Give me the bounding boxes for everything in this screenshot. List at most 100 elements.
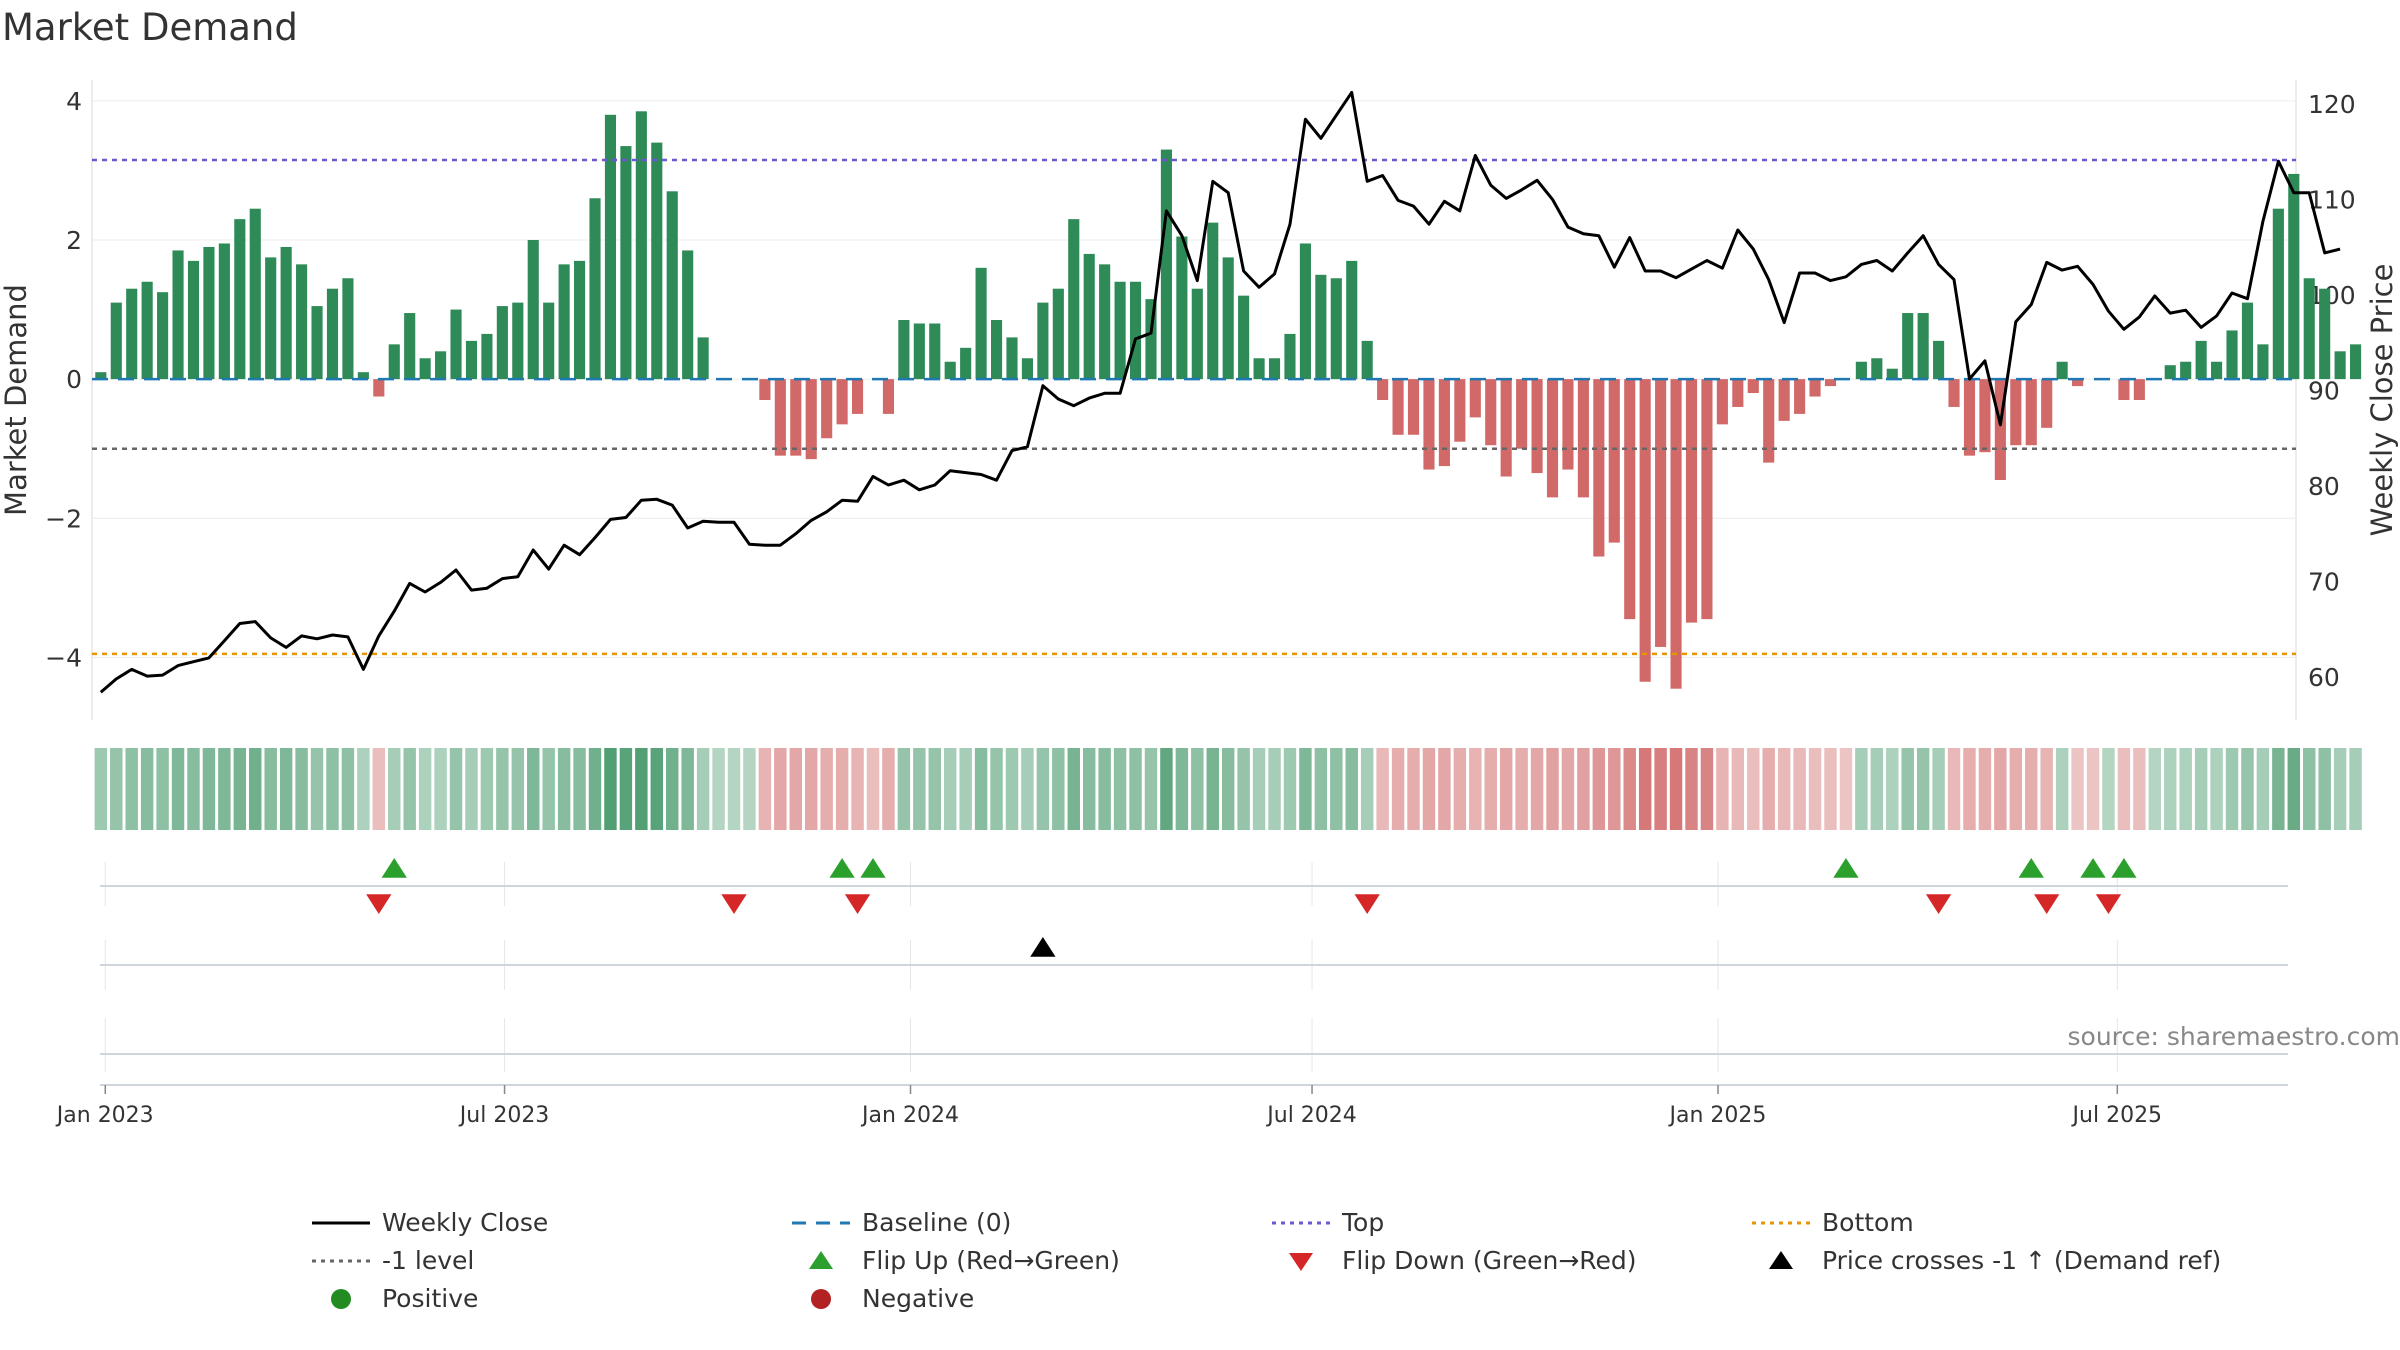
price-line	[99, 90, 2341, 694]
bar-positive	[697, 337, 709, 380]
heat-cell-positive	[434, 748, 447, 830]
heat-cell-negative	[851, 748, 864, 830]
y2-tick-label: 90	[2308, 376, 2340, 405]
heat-cell-negative	[372, 748, 386, 830]
heat-cell-positive	[310, 748, 324, 830]
legend-marker-dot	[312, 1259, 370, 1263]
heat-cell-positive	[465, 748, 478, 830]
legend-label: Baseline (0)	[862, 1208, 1012, 1237]
heat-cell-negative	[1638, 748, 1652, 830]
bar-positive	[110, 302, 122, 380]
heat-cell-negative	[1669, 748, 1683, 830]
heat-cell-positive	[1283, 748, 1297, 830]
bar-positive	[280, 246, 292, 380]
legend-label: Flip Up (Red→Green)	[862, 1246, 1120, 1275]
heat-cell-positive	[1098, 748, 1111, 830]
bar-positive	[1346, 260, 1358, 380]
bar-positive	[1083, 253, 1095, 380]
bar-positive	[2350, 344, 2362, 380]
heat-cell-negative	[1530, 748, 1544, 830]
bar-negative	[1732, 379, 1744, 407]
heat-cell-negative	[882, 748, 895, 830]
heat-cell-positive	[388, 748, 401, 830]
price-cross-panel	[100, 937, 2288, 990]
heat-cell-positive	[110, 748, 123, 830]
heat-cell-negative	[1453, 748, 1467, 830]
bar-positive	[635, 111, 647, 380]
bar-negative	[1500, 379, 1512, 477]
bar-positive	[1855, 361, 1867, 380]
bar-positive	[357, 372, 369, 380]
heat-cell-positive	[1067, 748, 1080, 830]
bar-negative	[1438, 379, 1450, 467]
legend-swatch	[1769, 1251, 1793, 1269]
y2-tick-label: 120	[2308, 90, 2356, 119]
flip-down-marker	[366, 894, 392, 914]
heat-cell-positive	[712, 748, 725, 830]
bar-negative	[1407, 379, 1420, 435]
bar-positive	[172, 250, 184, 380]
heat-cell-positive	[2164, 748, 2177, 830]
heat-cell-positive	[1916, 748, 1930, 830]
bar-positive	[249, 208, 261, 380]
bar-negative	[2041, 379, 2053, 428]
bar-positive	[2195, 340, 2207, 380]
heat-cell-negative	[1808, 748, 1822, 830]
x-tick-label: Jan 2023	[55, 1103, 154, 1128]
heat-cell-positive	[928, 748, 941, 830]
bar-positive	[203, 246, 215, 380]
flip-up-marker	[2111, 858, 2137, 878]
heat-cell-positive	[1345, 748, 1358, 830]
bar-negative	[1608, 379, 1620, 543]
heat-cell-positive	[264, 748, 277, 830]
heat-cell-positive	[418, 748, 432, 830]
bar-positive	[435, 351, 447, 380]
legend-swatch	[331, 1289, 351, 1309]
heat-cell-negative	[1469, 748, 1482, 830]
bar-positive	[1284, 333, 1296, 380]
heat-cell-positive	[496, 748, 509, 830]
source-label: source: sharemaestro.com	[2067, 1022, 2400, 1051]
bar-negative	[851, 379, 864, 414]
heat-cell-positive	[156, 748, 169, 830]
heat-cell-negative	[1654, 748, 1667, 830]
heat-cell-positive	[681, 748, 694, 830]
bar-negative	[836, 379, 848, 425]
heat-cell-positive	[94, 748, 108, 830]
bar-negative	[1794, 379, 1806, 414]
bar-positive	[1871, 358, 1883, 380]
bar-positive	[465, 340, 478, 380]
bar-negative	[1577, 379, 1589, 498]
heat-cell-negative	[2071, 748, 2084, 830]
heat-cell-positive	[187, 748, 200, 830]
bar-positive	[265, 257, 277, 380]
heat-cell-positive	[1268, 748, 1281, 830]
bar-positive	[2241, 302, 2254, 380]
heat-cell-positive	[2349, 748, 2362, 830]
heat-cell-positive	[218, 748, 231, 830]
bar-negative	[1963, 379, 1976, 456]
heat-cell-positive	[1886, 748, 1899, 830]
heat-cell-positive	[635, 748, 648, 830]
bar-positive	[543, 302, 555, 380]
heat-cell-positive	[943, 748, 957, 830]
bar-positive	[589, 198, 601, 380]
bar-positive	[1933, 340, 1945, 380]
heat-cell-positive	[542, 748, 555, 830]
y-tick-label: −4	[45, 643, 82, 672]
heat-cell-positive	[1144, 748, 1158, 830]
heat-cell-positive	[1901, 748, 1914, 830]
y2-tick-label: 60	[2308, 663, 2340, 692]
bar-negative	[1423, 379, 1435, 470]
heat-cell-positive	[2194, 748, 2208, 830]
heat-cell-negative	[1438, 748, 1451, 830]
bar-positive	[126, 288, 138, 380]
heat-cell-positive	[1237, 748, 1250, 830]
heat-cell-positive	[2148, 748, 2162, 830]
bar-negative	[1747, 379, 1759, 394]
bar-negative	[2010, 379, 2022, 446]
heat-cell-positive	[326, 748, 339, 830]
bar-positive	[342, 278, 354, 380]
heat-cell-negative	[1731, 748, 1745, 830]
bar-positive	[326, 288, 339, 380]
